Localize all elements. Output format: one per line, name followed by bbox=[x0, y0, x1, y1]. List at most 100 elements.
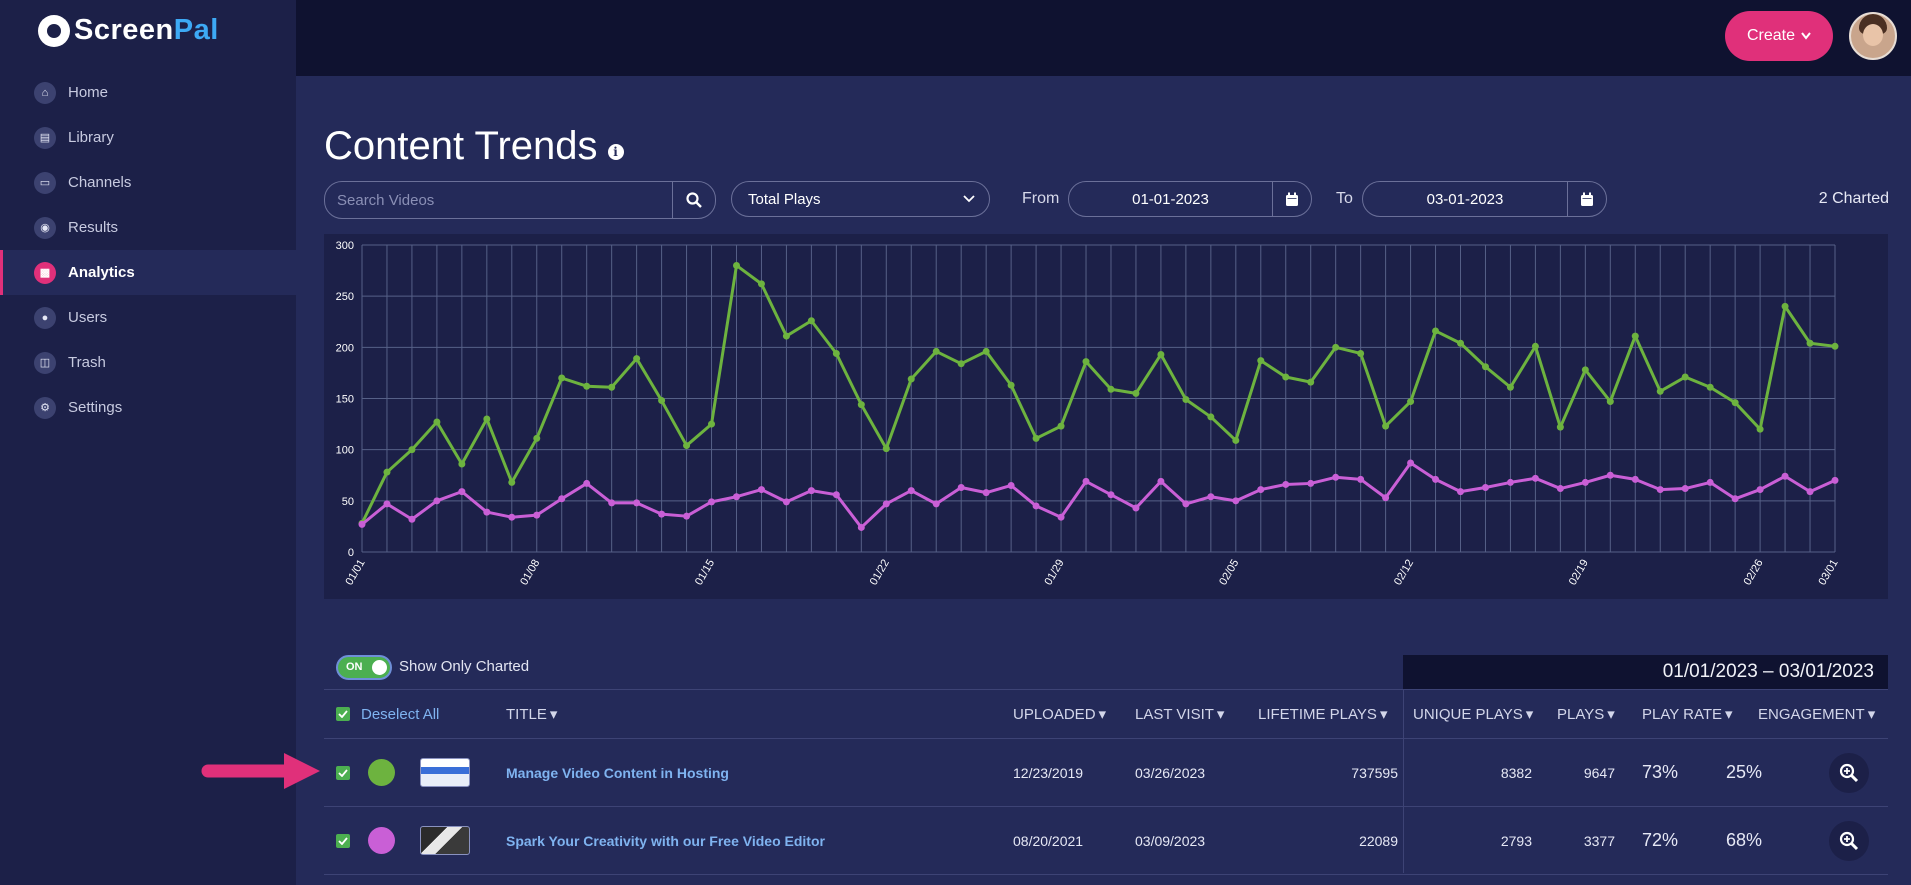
row-checkbox[interactable] bbox=[336, 765, 350, 780]
unique-plays-column-header[interactable]: UNIQUE PLAYS ▾ bbox=[1413, 690, 1533, 738]
sidebar-item-library[interactable]: ▤ Library bbox=[0, 115, 296, 160]
sidebar-item-users[interactable]: ● Users bbox=[0, 295, 296, 340]
toggle-state-label: ON bbox=[346, 661, 363, 673]
series-2-point bbox=[732, 493, 740, 501]
search-button[interactable] bbox=[672, 182, 715, 218]
search-input[interactable] bbox=[325, 182, 672, 218]
series-1-point bbox=[1307, 378, 1315, 386]
uploaded-column-header[interactable]: UPLOADED ▾ bbox=[1013, 690, 1106, 738]
show-only-charted-label: Show Only Charted bbox=[399, 658, 530, 675]
zoom-button[interactable] bbox=[1829, 752, 1869, 793]
series-2-point bbox=[882, 500, 890, 508]
last-visit-column-header[interactable]: LAST VISIT ▾ bbox=[1135, 690, 1224, 738]
series-2-point bbox=[408, 515, 416, 523]
show-only-charted-toggle[interactable]: ON bbox=[336, 655, 392, 680]
info-icon[interactable]: i bbox=[607, 143, 624, 160]
to-label: To bbox=[1336, 190, 1353, 207]
series-1-point bbox=[1207, 413, 1215, 421]
series-2-point bbox=[1132, 504, 1140, 512]
series-2-point bbox=[1606, 471, 1614, 479]
lifetime-plays-cell: 737595 bbox=[1351, 764, 1398, 781]
calendar-button[interactable] bbox=[1567, 182, 1606, 216]
series-2-point bbox=[1556, 485, 1564, 493]
table-row[interactable]: Spark Your Creativity with our Free Vide… bbox=[324, 807, 1888, 875]
sidebar-item-label: Results bbox=[68, 219, 119, 236]
metric-select[interactable]: Total Plays bbox=[731, 181, 990, 217]
thumbnail-cell bbox=[420, 807, 470, 874]
sidebar-nav: ⌂ Home ▤ Library ▭ Channels ◉ Results ▩ Analy… bbox=[0, 70, 296, 430]
series-1-point bbox=[1007, 381, 1015, 389]
create-button[interactable]: Create bbox=[1725, 11, 1833, 61]
series-1-point bbox=[1531, 342, 1539, 350]
play-rate-column-header[interactable]: PLAY RATE ▾ bbox=[1642, 690, 1733, 738]
series-1-point bbox=[508, 478, 516, 486]
series-2-point bbox=[832, 491, 840, 499]
unique-plays-cell: 8382 bbox=[1500, 764, 1532, 781]
avatar[interactable] bbox=[1849, 12, 1897, 60]
table-row[interactable]: Manage Video Content in Hosting 12/23/20… bbox=[324, 739, 1888, 807]
row-checkbox[interactable] bbox=[336, 833, 350, 848]
sort-caret-icon: ▾ bbox=[1725, 706, 1733, 723]
logo[interactable]: ScreenPal bbox=[38, 14, 219, 47]
from-date-field[interactable]: 01-01-2023 bbox=[1132, 190, 1209, 208]
series-1-point bbox=[383, 468, 391, 476]
series-color-dot[interactable] bbox=[368, 759, 395, 786]
sidebar-item-channels[interactable]: ▭ Channels bbox=[0, 160, 296, 205]
series-1-point bbox=[1506, 383, 1514, 391]
sidebar-item-results[interactable]: ◉ Results bbox=[0, 205, 296, 250]
to-date-field[interactable]: 03-01-2023 bbox=[1426, 190, 1504, 208]
series-2-point bbox=[1731, 495, 1739, 503]
play-rate-cell: 72% bbox=[1642, 830, 1679, 850]
series-2-point bbox=[1457, 488, 1465, 496]
series-1-point bbox=[1232, 436, 1240, 444]
sidebar-item-analytics[interactable]: ▩ Analytics bbox=[0, 250, 296, 295]
series-2-point bbox=[1382, 494, 1390, 502]
last-visit-cell: 03/26/2023 bbox=[1135, 764, 1206, 781]
sidebar-item-trash[interactable]: ◫ Trash bbox=[0, 340, 296, 385]
series-1-point bbox=[757, 280, 765, 288]
engagement-column-header[interactable]: ENGAGEMENT ▾ bbox=[1758, 690, 1875, 738]
series-1-point bbox=[658, 397, 666, 405]
check-icon bbox=[338, 768, 348, 777]
series-1-point bbox=[1606, 398, 1614, 406]
series-2-point bbox=[483, 508, 491, 516]
series-1-point bbox=[982, 347, 990, 355]
sidebar-item-settings[interactable]: ⚙ Settings bbox=[0, 385, 296, 430]
series-1-point bbox=[1107, 385, 1115, 393]
gear-icon: ⚙ bbox=[34, 396, 56, 419]
calendar-button[interactable] bbox=[1272, 182, 1311, 216]
metric-select-value: Total Plays bbox=[748, 190, 821, 208]
calendar-icon bbox=[1286, 192, 1298, 206]
x-tick-label: 01/22 bbox=[868, 558, 892, 588]
video-title-link[interactable]: Manage Video Content in Hosting bbox=[506, 764, 729, 781]
zoom-in-icon bbox=[1839, 831, 1859, 850]
series-2-point bbox=[1506, 478, 1514, 486]
plays-column-header[interactable]: PLAYS ▾ bbox=[1557, 690, 1615, 738]
series-1-point bbox=[1631, 332, 1639, 340]
series-color-dot[interactable] bbox=[368, 827, 395, 854]
series-2-point bbox=[1057, 513, 1065, 521]
award-icon: ◉ bbox=[34, 216, 56, 239]
series-1-point bbox=[907, 375, 915, 383]
zoom-button[interactable] bbox=[1829, 820, 1869, 861]
title-column-header[interactable]: TITLE ▾ bbox=[506, 690, 557, 738]
series-1-point bbox=[1731, 399, 1739, 407]
series-1-point bbox=[807, 317, 815, 325]
select-all-checkbox[interactable] bbox=[336, 707, 350, 721]
y-tick-label: 0 bbox=[348, 547, 354, 559]
series-1-point bbox=[558, 374, 566, 382]
series-1-point bbox=[1581, 366, 1589, 374]
chevron-down-icon bbox=[963, 195, 975, 203]
video-thumbnail[interactable] bbox=[420, 758, 470, 787]
chart-icon: ▩ bbox=[34, 261, 56, 284]
series-2-point bbox=[782, 498, 790, 506]
video-title-link[interactable]: Spark Your Creativity with our Free Vide… bbox=[506, 832, 825, 849]
deselect-all-link[interactable]: Deselect All bbox=[361, 705, 440, 723]
search-icon bbox=[686, 192, 702, 208]
series-1-point bbox=[1656, 387, 1664, 395]
series-2-point bbox=[608, 499, 616, 507]
lifetime-plays-column-header[interactable]: LIFETIME PLAYS ▾ bbox=[1258, 690, 1387, 738]
sidebar-item-home[interactable]: ⌂ Home bbox=[0, 70, 296, 115]
uploaded-cell: 12/23/2019 bbox=[1013, 764, 1084, 781]
video-thumbnail[interactable] bbox=[420, 826, 470, 855]
